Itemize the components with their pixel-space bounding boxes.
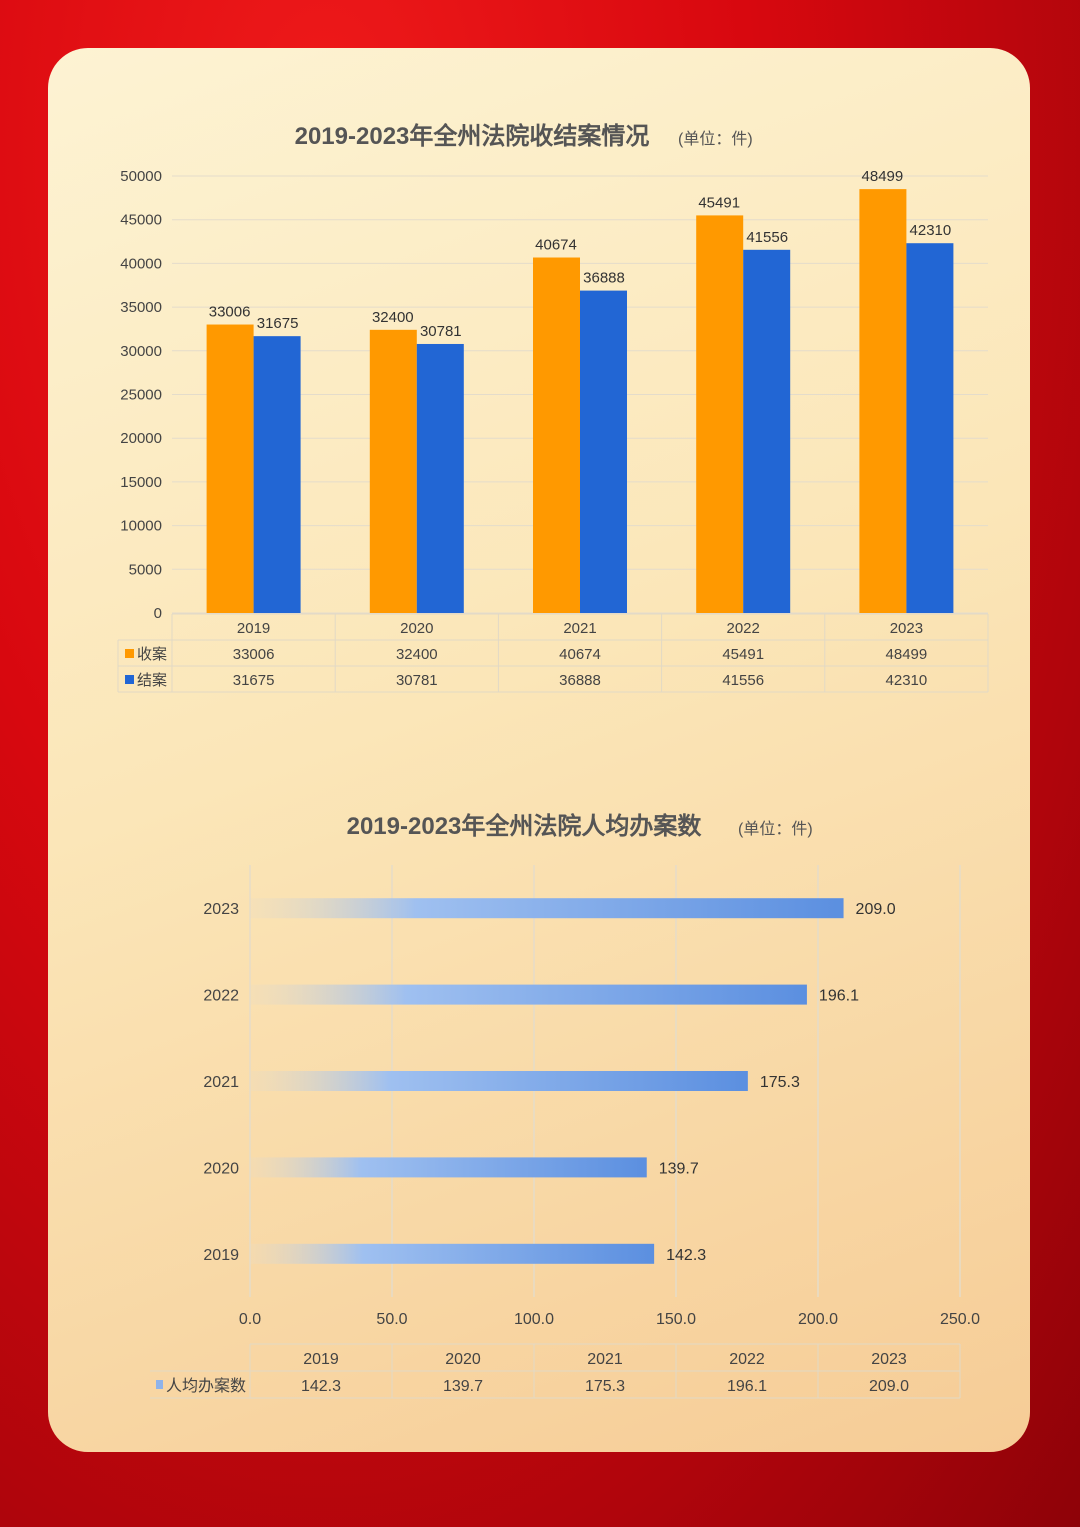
chart1-data-label: 31675 bbox=[257, 315, 299, 332]
chart2-y-tick-label: 2022 bbox=[203, 988, 239, 1005]
chart2-y-axis: 2019 2020 2021 2022 2023 bbox=[203, 901, 239, 1264]
chart2-x-tick-label: 100.0 bbox=[514, 1311, 554, 1328]
chart1-table-cell: 41556 bbox=[722, 672, 764, 689]
chart1-data-label: 40674 bbox=[535, 237, 577, 254]
chart1-y-tick-label: 40000 bbox=[120, 255, 162, 272]
chart2-data-label: 175.3 bbox=[760, 1074, 800, 1091]
chart2-table-cell: 196.1 bbox=[727, 1378, 767, 1395]
chart1-table-cell: 36888 bbox=[559, 672, 601, 689]
chart2-data-label: 142.3 bbox=[666, 1247, 706, 1264]
chart1-x-tick-label: 2019 bbox=[237, 620, 270, 637]
chart1-bar-收案-2020 bbox=[369, 329, 417, 613]
chart1-y-tick-label: 35000 bbox=[120, 299, 162, 316]
chart1-x-tick-label: 2020 bbox=[400, 620, 433, 637]
chart1-plot-area bbox=[206, 189, 954, 613]
chart1-legend-label: 结案 bbox=[137, 671, 167, 689]
chart2-legend-label: 人均办案数 bbox=[166, 1377, 246, 1395]
chart2-plot-area bbox=[250, 898, 844, 1264]
chart1-legend-key-收案 bbox=[125, 649, 134, 658]
chart1-x-tick-label: 2021 bbox=[563, 620, 596, 637]
chart2-x-tick-label: 250.0 bbox=[940, 1311, 980, 1328]
chart1-table-cell: 45491 bbox=[722, 646, 764, 663]
chart2-table-cell: 139.7 bbox=[443, 1378, 483, 1395]
chart2-x-tick-label: 200.0 bbox=[798, 1311, 838, 1328]
chart2-x-tick-label: 150.0 bbox=[656, 1311, 696, 1328]
chart1-bar-结案-2023 bbox=[906, 243, 954, 613]
chart2-x-tick-label: 0.0 bbox=[239, 1311, 261, 1328]
chart1-data-label: 45491 bbox=[698, 194, 740, 211]
chart1-bar-结案-2021 bbox=[580, 290, 627, 613]
chart2-y-tick-label: 2020 bbox=[203, 1160, 239, 1177]
chart1-unit: (单位：件) bbox=[678, 130, 753, 148]
chart2-bar-2023 bbox=[250, 898, 844, 919]
chart1-data-label: 42310 bbox=[910, 222, 952, 239]
chart1-table-cell: 48499 bbox=[886, 646, 928, 663]
chart2-y-tick-label: 2019 bbox=[203, 1247, 239, 1264]
chart2-data-label: 196.1 bbox=[819, 988, 859, 1005]
chart1-y-tick-label: 50000 bbox=[120, 168, 162, 185]
chart2-data-label: 209.0 bbox=[856, 901, 896, 918]
chart2-legend-key bbox=[156, 1380, 163, 1389]
chart1-bar-收案-2022 bbox=[696, 215, 744, 613]
chart1-y-tick-label: 15000 bbox=[120, 474, 162, 491]
chart1-y-tick-label: 0 bbox=[154, 605, 162, 622]
chart1-table-cell: 30781 bbox=[396, 672, 438, 689]
chart1-y-tick-label: 25000 bbox=[120, 387, 162, 404]
chart1-data-labels: 33006 31675 32400 30781 40674 36888 45491 41556… bbox=[209, 168, 952, 340]
chart2-table-header: 2020 bbox=[445, 1351, 481, 1368]
chart1-bar-收案-2019 bbox=[206, 324, 254, 613]
chart1-data-label: 48499 bbox=[862, 168, 904, 185]
chart1-data-label: 36888 bbox=[583, 270, 625, 287]
chart1-table-cell: 31675 bbox=[233, 672, 275, 689]
chart2-x-axis: 0.0 50.0 100.0 150.0 200.0 250.0 bbox=[239, 1311, 980, 1328]
chart1-data-label: 32400 bbox=[372, 309, 414, 326]
chart1-y-tick-label: 10000 bbox=[120, 518, 162, 535]
chart2-data-table: 2019 142.3 2020 139.7 2021 175.3 2022 196.1 2023… bbox=[150, 1343, 961, 1399]
chart1-y-axis: 0 5000 10000 15000 20000 25000 30000 35000 40000… bbox=[120, 168, 162, 622]
chart2-title: 2019-2023年全州法院人均办案数 bbox=[347, 812, 703, 840]
chart1-title: 2019-2023年全州法院收结案情况 bbox=[295, 122, 650, 150]
chart2-bar-2020 bbox=[250, 1157, 647, 1178]
chart1-y-tick-label: 30000 bbox=[120, 343, 162, 360]
chart1-table-cell: 42310 bbox=[886, 672, 928, 689]
chart1-bar-收案-2023 bbox=[859, 189, 907, 613]
chart1-y-tick-label: 5000 bbox=[129, 561, 162, 578]
chart2-table-header: 2022 bbox=[729, 1351, 765, 1368]
chart2-x-tick-label: 50.0 bbox=[376, 1311, 407, 1328]
chart1-bar-结案-2020 bbox=[416, 343, 464, 613]
chart2-bar-2019 bbox=[250, 1243, 655, 1264]
chart1-data-label: 41556 bbox=[746, 229, 788, 246]
chart1-bar-结案-2019 bbox=[253, 336, 301, 613]
chart1-table-cell: 33006 bbox=[233, 646, 275, 663]
chart1-x-tick-label: 2023 bbox=[890, 620, 923, 637]
chart2-y-tick-label: 2023 bbox=[203, 901, 239, 918]
chart1-data-table: 2019 33006 31675 2020 32400 30781 2021 40674 368… bbox=[117, 613, 989, 693]
chart2-table-header: 2019 bbox=[303, 1351, 339, 1368]
chart2-table-cell: 142.3 bbox=[301, 1378, 341, 1395]
chart1-y-tick-label: 45000 bbox=[120, 212, 162, 229]
chart2-y-tick-label: 2021 bbox=[203, 1074, 239, 1091]
chart1-x-tick-label: 2022 bbox=[727, 620, 760, 637]
chart1-table-cell: 40674 bbox=[559, 646, 601, 663]
chart1-data-label: 30781 bbox=[420, 323, 462, 340]
chart2-table-header: 2021 bbox=[587, 1351, 623, 1368]
chart1-data-label: 33006 bbox=[209, 304, 251, 321]
chart2-unit: (单位：件) bbox=[738, 820, 813, 838]
chart1-legend-key-结案 bbox=[125, 675, 134, 684]
chart2-data-labels: 142.3 139.7 175.3 196.1 209.0 bbox=[659, 901, 896, 1264]
chart2-bar-2021 bbox=[250, 1071, 748, 1091]
chart1-y-tick-label: 20000 bbox=[120, 430, 162, 447]
chart1-bar-结案-2022 bbox=[743, 249, 791, 613]
chart1-table-cell: 32400 bbox=[396, 646, 438, 663]
chart1-bar-收案-2021 bbox=[533, 257, 580, 613]
chart2-table-header: 2023 bbox=[871, 1351, 907, 1368]
chart2-data-label: 139.7 bbox=[659, 1160, 699, 1177]
chart2-table-cell: 209.0 bbox=[869, 1378, 909, 1395]
chart2-bar-2022 bbox=[250, 984, 807, 1005]
chart1-legend-label: 收案 bbox=[137, 645, 167, 663]
chart2-table-cell: 175.3 bbox=[585, 1378, 625, 1395]
